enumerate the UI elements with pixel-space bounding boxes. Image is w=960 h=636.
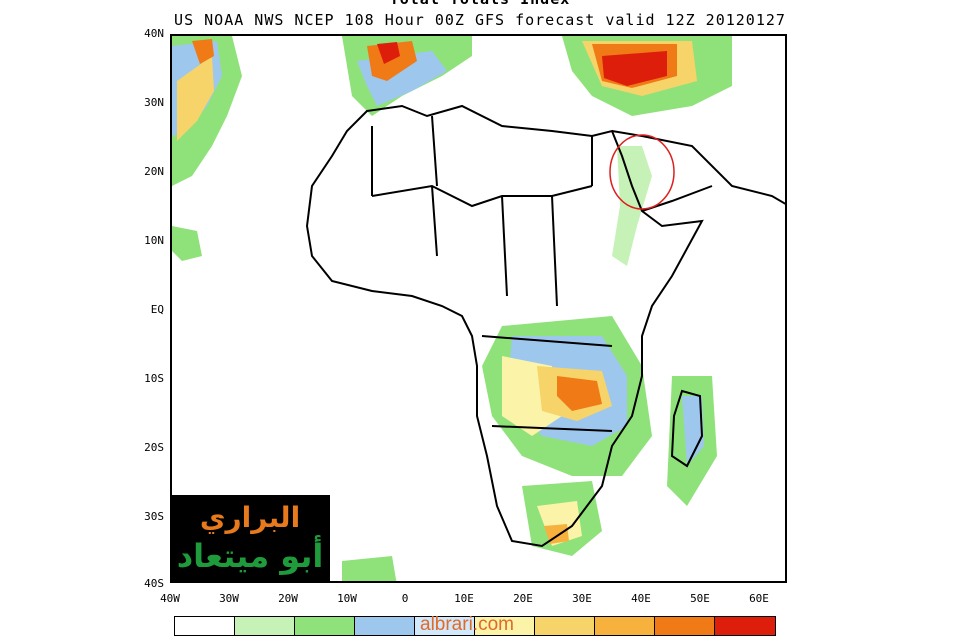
shade-ocean-south — [342, 556, 397, 581]
annotation-circle — [609, 134, 675, 210]
border-1 — [371, 184, 593, 208]
shade-southafrica-orange — [544, 524, 569, 544]
colorbar-box-7 — [595, 617, 655, 635]
shade-eafrica-green — [612, 146, 652, 266]
colorbar-box-1 — [235, 617, 295, 635]
lon-label-20e: 20E — [513, 592, 533, 605]
madagascar — [670, 389, 704, 468]
field-shading — [172, 36, 732, 581]
lat-label-eq: EQ — [150, 303, 164, 316]
shade-madagascar-blue — [682, 396, 704, 466]
border-3 — [501, 195, 508, 297]
map-title: Total Totals Index — [0, 0, 960, 8]
lon-label-30w: 30W — [219, 592, 239, 605]
lat-label-40n: 40N — [144, 27, 164, 40]
shade-atlantic-orange — [192, 39, 214, 64]
border-5 — [481, 335, 613, 347]
lat-label-30n: 30N — [144, 96, 164, 109]
lon-label-50e: 50E — [690, 592, 710, 605]
lon-label-40w: 40W — [160, 592, 180, 605]
colorbar-box-4 — [415, 617, 475, 635]
lon-label-0: 0 — [401, 592, 409, 605]
colorbar-box-8 — [655, 617, 715, 635]
lon-label-20w: 20W — [278, 592, 298, 605]
border-4 — [551, 195, 558, 307]
logo-line-1: البراري — [199, 501, 301, 534]
shade-me-red — [602, 51, 667, 86]
colorbar-box-6 — [535, 617, 595, 635]
colorbar-box-3 — [355, 617, 415, 635]
lat-label-40s: 40S — [144, 577, 164, 590]
shade-atlantic-yellow — [177, 56, 214, 141]
map-subtitle: US NOAA NWS NCEP 108 Hour 00Z GFS foreca… — [174, 11, 786, 29]
lon-label-10e: 10E — [454, 592, 474, 605]
lat-label-30s: 30S — [144, 510, 164, 523]
lon-label-60e: 60E — [749, 592, 769, 605]
africa-coastline — [305, 104, 704, 548]
border-2 — [431, 185, 438, 257]
colorbar-box-9 — [715, 617, 775, 635]
lon-label-40e: 40E — [631, 592, 651, 605]
lon-label-10w: 10W — [337, 592, 357, 605]
map-frame — [170, 34, 787, 583]
shade-med-red — [377, 42, 400, 64]
shade-central-orange — [557, 376, 602, 411]
lat-label-10s: 10S — [144, 372, 164, 385]
colorbar-box-2 — [295, 617, 355, 635]
border-6 — [491, 425, 613, 432]
lat-label-20s: 20S — [144, 441, 164, 454]
colorbar-box-5 — [475, 617, 535, 635]
lat-label-10n: 10N — [144, 234, 164, 247]
logo-box: البراري أبو ميتعاد — [170, 495, 330, 583]
lat-label-20n: 20N — [144, 165, 164, 178]
shade-atlantic-south — [172, 226, 202, 261]
logo-line-2: أبو ميتعاد — [176, 537, 324, 575]
border-8 — [431, 115, 438, 187]
watermark-url: albrari.com — [420, 614, 514, 635]
colorbar-box-0 — [175, 617, 235, 635]
map-canvas — [172, 36, 785, 581]
lon-label-30e: 30E — [572, 592, 592, 605]
